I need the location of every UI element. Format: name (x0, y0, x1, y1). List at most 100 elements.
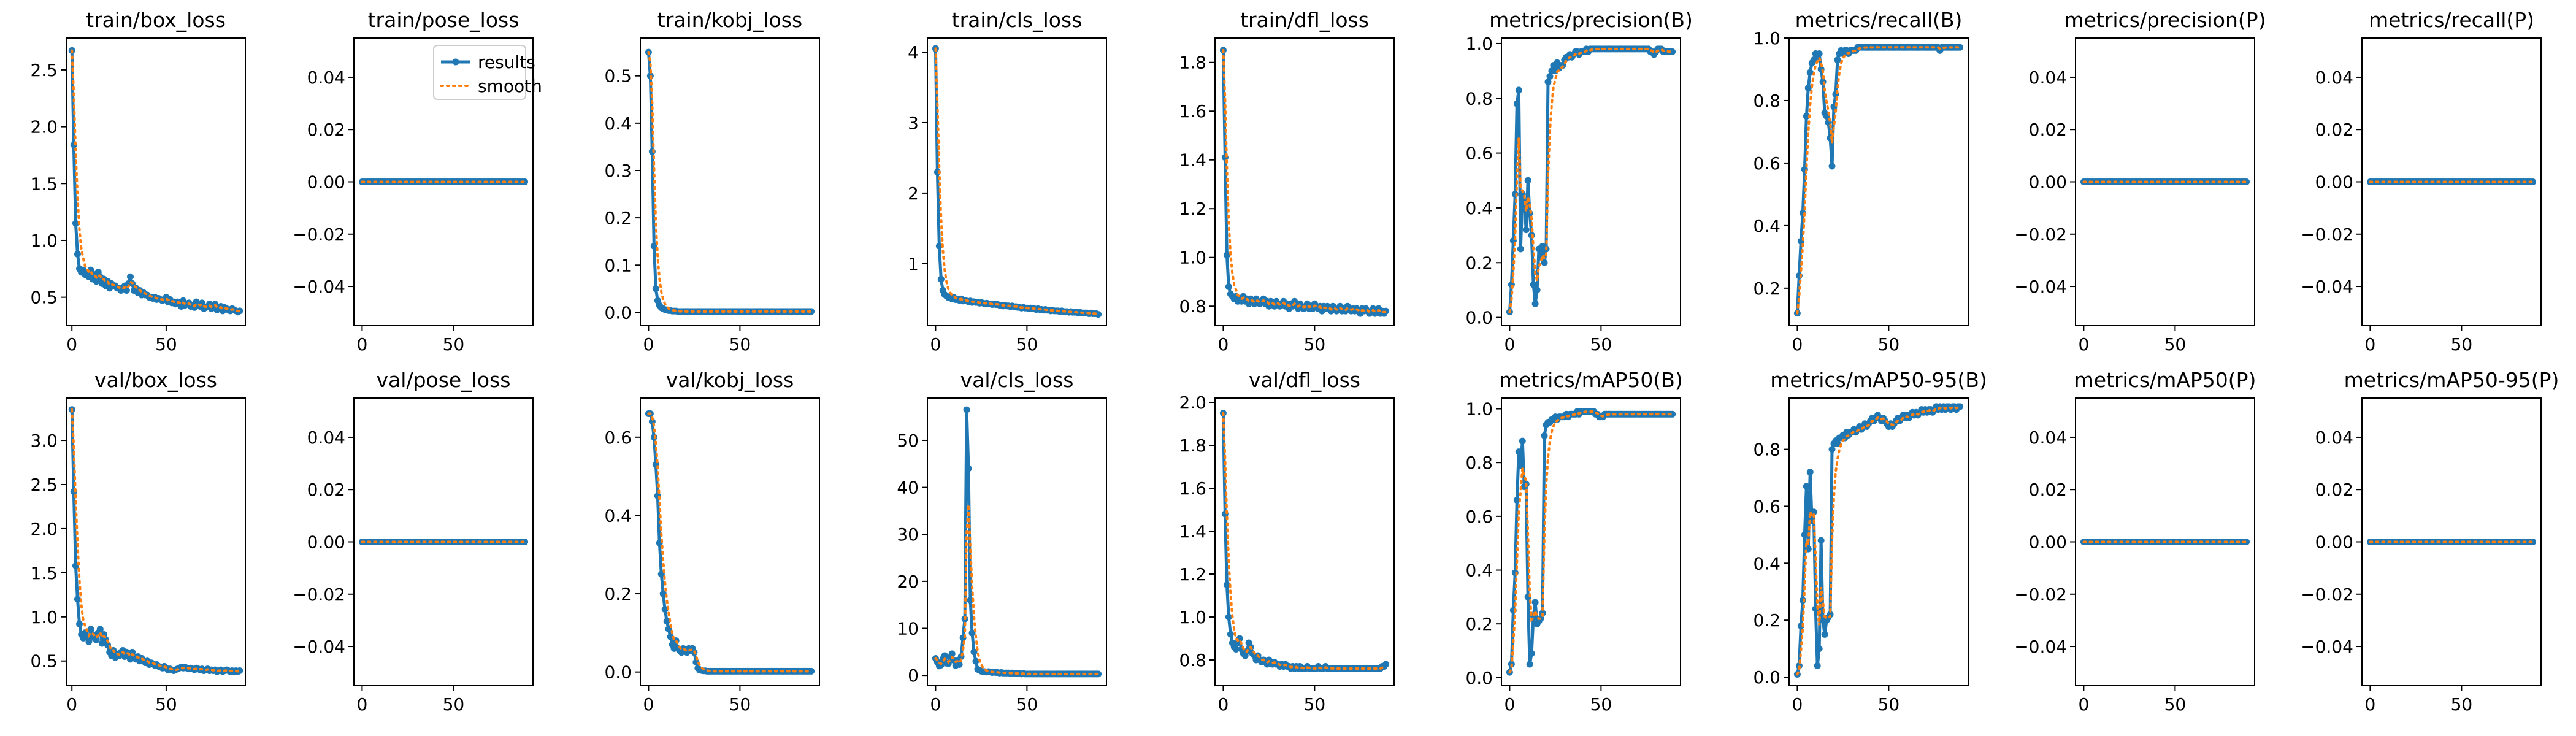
results-markers (68, 406, 243, 675)
data-point (74, 596, 81, 603)
y-tick-label: 1 (908, 254, 919, 274)
x-tick-label: 0 (1217, 334, 1229, 355)
data-point (1227, 631, 1234, 638)
results-markers (1219, 410, 1390, 672)
y-tick-label: 0.04 (2029, 427, 2067, 448)
data-point (127, 273, 134, 280)
y-tick-label: 0.6 (604, 427, 632, 448)
y-tick-label: 0.6 (1753, 496, 1781, 516)
axes-frame (2361, 397, 2542, 686)
y-tick-label: 4 (908, 42, 919, 63)
y-tick-label: 0.00 (2029, 532, 2067, 553)
data-point (1519, 437, 1526, 445)
y-tick-label: 0.8 (1465, 88, 1493, 109)
data-point (72, 220, 79, 227)
y-tick-label: 0.8 (1465, 453, 1493, 473)
results-markers (1793, 44, 1964, 317)
results-line (1221, 50, 1387, 315)
y-tick-label: 1.5 (30, 174, 58, 194)
data-point (968, 629, 976, 637)
x-tick-label: 0 (643, 334, 654, 355)
data-point (1804, 85, 1812, 92)
data-point (1544, 78, 1552, 85)
results-markers (1219, 47, 1390, 317)
smooth-line (934, 47, 1100, 315)
y-tick-label: −0.02 (2301, 585, 2353, 605)
smooth-line (934, 504, 1100, 675)
y-tick-label: 1.4 (1179, 150, 1206, 171)
smooth-line (71, 49, 241, 313)
y-tick-label: 2.0 (30, 519, 58, 539)
y-tick-label: 0.3 (604, 161, 632, 181)
results-markers (932, 45, 1102, 318)
data-point (948, 650, 956, 657)
axes-frame (927, 397, 1107, 686)
x-tick-label: 0 (2078, 334, 2089, 355)
axes-frame (1788, 37, 1969, 326)
x-tick-label: 0 (2364, 694, 2375, 715)
data-point (1815, 50, 1823, 57)
subplot: metrics/precision(B) 0 50 0.0 0.2 0.4 0.6 0.8 1.… (1465, 8, 1692, 355)
y-tick-label: 1.0 (1465, 34, 1493, 54)
results-line (1795, 45, 1960, 313)
data-point (1546, 73, 1554, 80)
data-point (2529, 178, 2537, 185)
results-markers (2366, 178, 2537, 185)
y-tick-label: 10 (897, 619, 919, 639)
x-tick-label: 0 (66, 334, 77, 355)
y-tick-label: −0.02 (2014, 224, 2067, 245)
x-tick-label: 50 (1016, 694, 1038, 715)
legend-results-marker (452, 58, 459, 66)
axes-frame (353, 397, 534, 686)
data-point (972, 657, 979, 665)
subplot-title: val/dfl_loss (1249, 368, 1360, 392)
x-tick-label: 0 (930, 694, 941, 715)
data-point (1803, 483, 1810, 490)
y-tick-label: 1.8 (1179, 53, 1206, 73)
y-tick-label: 0.2 (1753, 610, 1781, 631)
subplot: val/dfl_loss 0 50 0.8 1.0 1.2 1.4 1.6 1.8 2.0 (1179, 368, 1395, 715)
data-point (1957, 44, 1964, 51)
y-tick-label: 0.0 (604, 662, 632, 683)
data-point (1382, 661, 1390, 668)
data-point (96, 626, 104, 633)
x-tick-label: 0 (1504, 334, 1515, 355)
axes-frame (640, 37, 820, 326)
subplot: metrics/mAP50(B) 0 50 0.0 0.2 0.4 0.6 0.8 1.0 (1465, 368, 1682, 715)
data-point (1526, 661, 1533, 668)
y-tick-label: −0.02 (2301, 224, 2353, 245)
subplot-title: train/kobj_loss (657, 8, 802, 32)
data-point (93, 636, 100, 643)
data-point (1531, 599, 1539, 606)
results-markers (645, 410, 815, 675)
subplot-title: train/cls_loss (952, 8, 1083, 32)
x-tick-label: 0 (2078, 694, 2089, 715)
data-point (85, 638, 93, 645)
y-tick-label: 2.0 (1179, 393, 1206, 413)
data-point (2243, 178, 2250, 185)
y-tick-label: 2.0 (30, 117, 58, 137)
y-tick-label: 0.6 (1753, 153, 1781, 174)
data-point (1806, 469, 1814, 476)
subplot: train/dfl_loss 0 50 0.8 1.0 1.2 1.4 1.6 1.8 (1179, 8, 1395, 355)
x-tick-label: 50 (2451, 334, 2473, 355)
smooth-line (647, 412, 813, 673)
y-tick-label: −0.02 (2014, 585, 2067, 605)
data-point (808, 667, 815, 675)
data-point (1821, 631, 1828, 638)
x-tick-label: 0 (643, 694, 654, 715)
y-tick-label: 0 (908, 665, 919, 686)
y-tick-label: 0.0 (1465, 668, 1493, 688)
y-tick-label: 0.8 (1753, 440, 1781, 460)
results-line (646, 52, 811, 313)
x-tick-label: 50 (1016, 334, 1038, 355)
smooth-line (647, 51, 813, 313)
data-point (521, 539, 529, 545)
data-point (1223, 251, 1230, 259)
data-point (1834, 440, 1841, 447)
results-line (934, 408, 1098, 676)
y-tick-label: −0.02 (293, 585, 345, 605)
x-tick-label: 0 (356, 694, 367, 715)
y-tick-label: 0.0 (604, 302, 632, 323)
